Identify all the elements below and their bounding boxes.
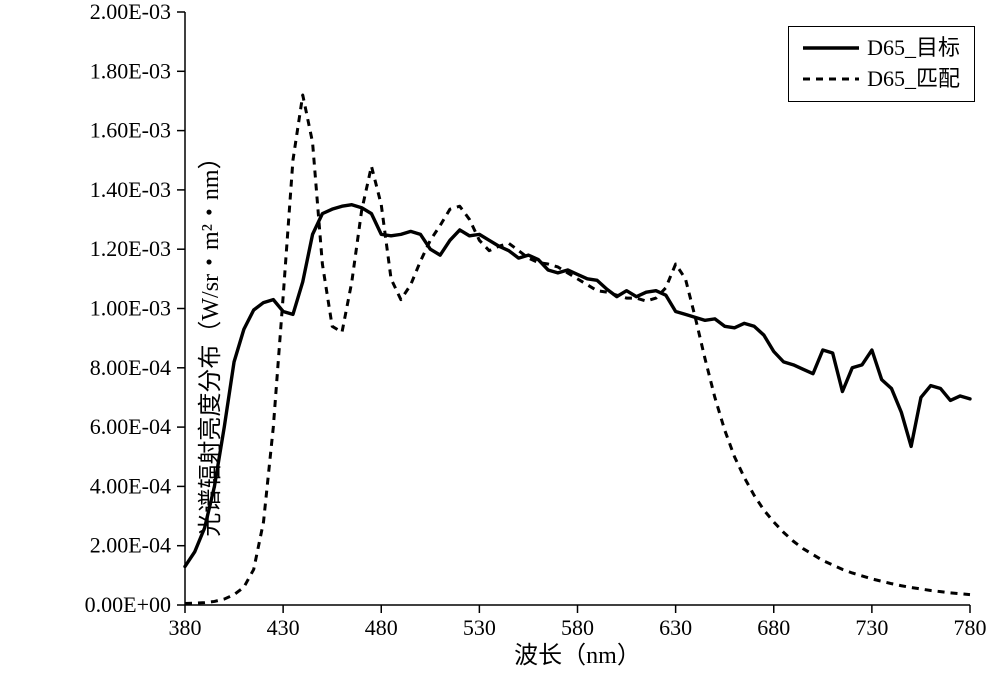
legend-item-target: D65_目标 xyxy=(803,33,960,64)
svg-text:1.40E-03: 1.40E-03 xyxy=(90,177,171,202)
svg-text:430: 430 xyxy=(267,615,300,640)
legend-label-match: D65_匹配 xyxy=(867,64,960,95)
legend-swatch-dashed xyxy=(803,68,859,90)
svg-text:1.60E-03: 1.60E-03 xyxy=(90,118,171,143)
svg-text:580: 580 xyxy=(561,615,594,640)
svg-text:波长（nm）: 波长（nm） xyxy=(514,642,641,669)
svg-text:380: 380 xyxy=(169,615,202,640)
svg-text:6.00E-04: 6.00E-04 xyxy=(90,414,171,439)
svg-text:530: 530 xyxy=(463,615,496,640)
svg-text:2.00E-04: 2.00E-04 xyxy=(90,533,171,558)
svg-text:680: 680 xyxy=(757,615,790,640)
svg-text:630: 630 xyxy=(659,615,692,640)
legend-label-target: D65_目标 xyxy=(867,33,960,64)
svg-text:1.20E-03: 1.20E-03 xyxy=(90,236,171,261)
svg-text:1.80E-03: 1.80E-03 xyxy=(90,58,171,83)
svg-text:0.00E+00: 0.00E+00 xyxy=(85,592,171,617)
svg-text:480: 480 xyxy=(365,615,398,640)
legend-item-match: D65_匹配 xyxy=(803,64,960,95)
chart-container: 380 430 480 530 580 630 680 730 780 波长（nm） 0.00E+0… xyxy=(0,0,1000,682)
svg-text:780: 780 xyxy=(954,615,987,640)
svg-text:4.00E-04: 4.00E-04 xyxy=(90,473,171,498)
legend: D65_目标 D65_匹配 xyxy=(788,26,975,102)
svg-text:1.00E-03: 1.00E-03 xyxy=(90,296,171,321)
svg-text:8.00E-04: 8.00E-04 xyxy=(90,355,171,380)
y-axis-title: 光谱辐射亮度分布（W/sr・m²・nm） xyxy=(190,145,225,536)
svg-text:730: 730 xyxy=(855,615,888,640)
series-target xyxy=(185,205,970,567)
series-match xyxy=(185,95,970,604)
svg-text:2.00E-03: 2.00E-03 xyxy=(90,0,171,24)
legend-swatch-solid xyxy=(803,37,859,59)
chart-svg: 380 430 480 530 580 630 680 730 780 波长（nm） 0.00E+0… xyxy=(0,0,1000,682)
